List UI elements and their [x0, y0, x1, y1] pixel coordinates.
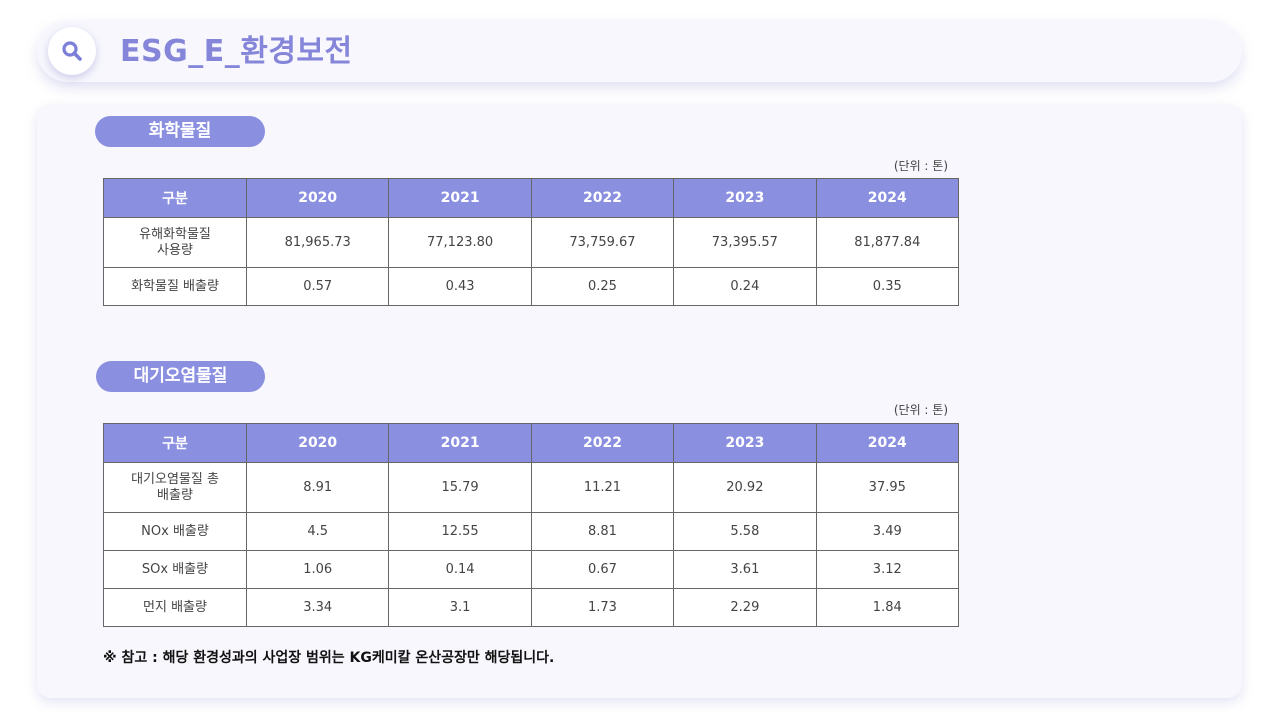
table-cell: 3.49: [815, 512, 960, 551]
row-label: 유해화학물질 사용량: [103, 217, 247, 268]
search-button[interactable]: [48, 27, 96, 75]
table-cell: 3.61: [673, 550, 817, 589]
table-cell: 8.91: [245, 462, 390, 513]
air-pollutants-table: 구분 2020 2021 2022 2023 2024 대기오염물질 총 배출량 8.91 1…: [103, 423, 960, 627]
table-row: 대기오염물질 총 배출량 8.91 15.79 11.21 20.92 37.95: [103, 462, 960, 513]
table-cell: 0.25: [530, 267, 675, 306]
table-cell: 0.67: [530, 550, 675, 589]
table-cell: 3.1: [388, 588, 532, 627]
table-cell: 0.43: [388, 267, 532, 306]
table-cell: 4.5: [245, 512, 390, 551]
table-cell: 12.55: [388, 512, 532, 551]
table-cell: 2.29: [673, 588, 817, 627]
table-cell: 77,123.80: [388, 217, 532, 268]
column-header-year: 2024: [815, 178, 960, 218]
column-header-year: 2022: [530, 423, 675, 463]
table-row: SOx 배출량 1.06 0.14 0.67 3.61 3.12: [103, 550, 960, 589]
table-row: 화학물질 배출량 0.57 0.43 0.25 0.24 0.35: [103, 267, 960, 306]
table-cell: 0.24: [673, 267, 817, 306]
table-cell: 1.06: [245, 550, 390, 589]
column-header-year: 2023: [673, 178, 817, 218]
column-header-category: 구분: [103, 423, 247, 463]
table-cell: 8.81: [530, 512, 675, 551]
unit-label-chemicals: (단위 : 톤): [893, 159, 948, 173]
column-header-year: 2023: [673, 423, 817, 463]
table-cell: 15.79: [388, 462, 532, 513]
table-cell: 81,877.84: [815, 217, 960, 268]
row-label: 먼지 배출량: [103, 588, 247, 627]
unit-label-air-pollutants: (단위 : 톤): [893, 403, 948, 417]
table-header-row: 구분 2020 2021 2022 2023 2024: [103, 423, 960, 463]
table-cell: 1.73: [530, 588, 675, 627]
row-label: NOx 배출량: [103, 512, 247, 551]
table-cell: 73,395.57: [673, 217, 817, 268]
table-cell: 5.58: [673, 512, 817, 551]
table-cell: 37.95: [815, 462, 960, 513]
table-cell: 0.35: [815, 267, 960, 306]
table-cell: 11.21: [530, 462, 675, 513]
column-header-year: 2022: [530, 178, 675, 218]
header-bar: [37, 20, 1242, 82]
table-cell: 20.92: [673, 462, 817, 513]
section-pill-air-pollutants: 대기오염물질: [96, 361, 265, 392]
row-label: 화학물질 배출량: [103, 267, 247, 306]
column-header-year: 2024: [815, 423, 960, 463]
search-icon: [62, 41, 82, 61]
table-cell: 3.34: [245, 588, 390, 627]
table-cell: 3.12: [815, 550, 960, 589]
column-header-year: 2021: [388, 178, 532, 218]
table-row: NOx 배출량 4.5 12.55 8.81 5.58 3.49: [103, 512, 960, 551]
table-cell: 73,759.67: [530, 217, 675, 268]
table-cell: 0.57: [245, 267, 390, 306]
column-header-year: 2020: [245, 423, 390, 463]
column-header-year: 2021: [388, 423, 532, 463]
page-title: ESG_E_환경보전: [120, 34, 353, 69]
chemicals-table: 구분 2020 2021 2022 2023 2024 유해화학물질 사용량 81,965.…: [103, 178, 960, 306]
footnote: ※ 참고 : 해당 환경성과의 사업장 범위는 KG케미칼 온산공장만 해당됩니…: [103, 650, 555, 666]
row-label: 대기오염물질 총 배출량: [103, 462, 247, 513]
table-cell: 0.14: [388, 550, 532, 589]
table-row: 유해화학물질 사용량 81,965.73 77,123.80 73,759.67 73,…: [103, 217, 960, 268]
table-cell: 81,965.73: [245, 217, 390, 268]
table-cell: 1.84: [815, 588, 960, 627]
row-label: SOx 배출량: [103, 550, 247, 589]
table-header-row: 구분 2020 2021 2022 2023 2024: [103, 178, 960, 218]
section-pill-chemicals: 화학물질: [95, 116, 265, 147]
column-header-category: 구분: [103, 178, 247, 218]
column-header-year: 2020: [245, 178, 390, 218]
table-row: 먼지 배출량 3.34 3.1 1.73 2.29 1.84: [103, 588, 960, 627]
